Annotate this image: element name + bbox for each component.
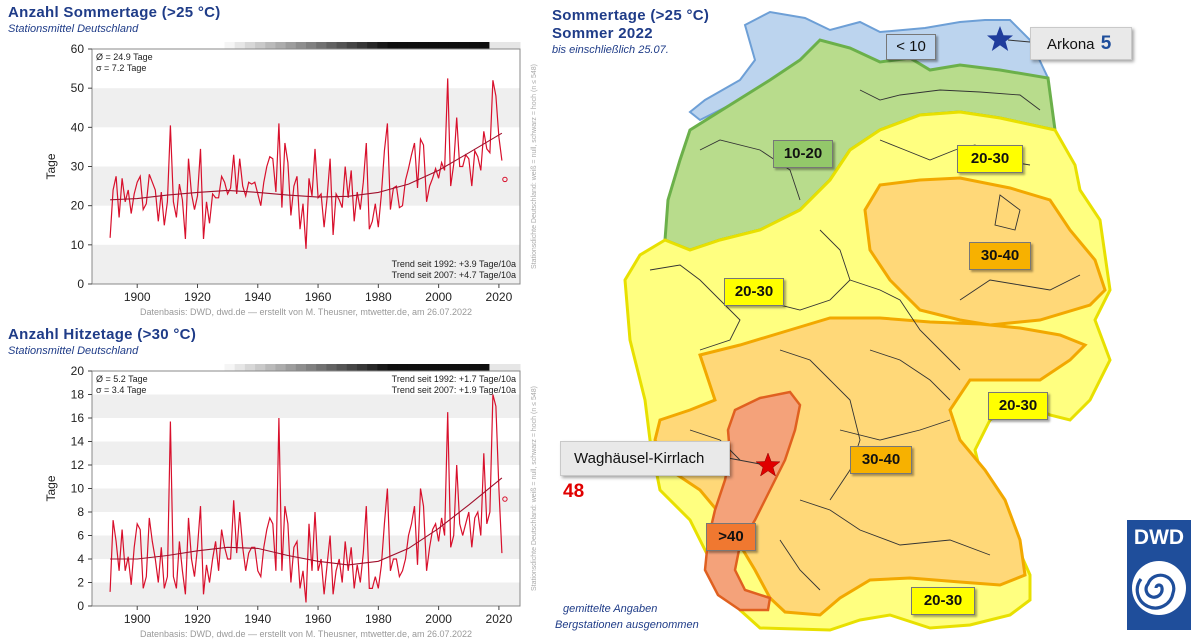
y-tick-label: 10 (71, 482, 85, 496)
trend-text: Trend seit 1992: +3.9 Tage/10a (392, 259, 516, 269)
x-tick-label: 2000 (425, 290, 452, 304)
stats-text: Ø = 5.2 Tage (96, 374, 148, 384)
current-year-marker (502, 496, 508, 502)
grid-band (92, 488, 520, 512)
y-tick-label: 12 (71, 458, 85, 472)
zone-label-30-40-south: 30-40 (850, 446, 912, 474)
zone-label-30-40-east: 30-40 (969, 242, 1031, 270)
y-tick-label: 20 (71, 364, 85, 378)
station-value-arkona: 5 (1100, 33, 1112, 54)
y-tick-label: 4 (77, 552, 84, 566)
grid-band (92, 244, 520, 284)
y-tick-label: 50 (71, 81, 85, 95)
map-title2: Sommer 2022 (552, 25, 653, 42)
zone-label-20-30-south: 20-30 (911, 587, 975, 615)
grid-band (92, 441, 520, 465)
y-tick-label: 0 (77, 599, 84, 613)
arkona-star-icon (987, 26, 1013, 51)
chart2-subtitle: Stationsmittel Deutschland (8, 345, 139, 357)
station-value-waghaeusel: 48 (563, 481, 585, 502)
stats-text: σ = 3.4 Tage (96, 385, 146, 395)
y-tick-label: 60 (71, 42, 85, 56)
grid-band (92, 166, 520, 206)
y-tick-label: 14 (71, 435, 85, 449)
series-trend-curve (110, 477, 503, 566)
chart-sommertage: 0 10 20 30 40 50 60 1900 1920 1940 1960 1980 2000 202… (44, 42, 538, 317)
x-tick-label: 1920 (184, 612, 211, 626)
x-tick-label: 1920 (184, 290, 211, 304)
y-tick-label: 6 (77, 529, 84, 543)
x-tick-label: 2020 (486, 612, 513, 626)
y-tick-label: 0 (77, 277, 84, 291)
y-tick-label: 20 (71, 199, 85, 213)
map-footnote-1: gemittelte Angaben (563, 603, 658, 615)
y-tick-label: 18 (71, 388, 85, 402)
station-density-strip (92, 42, 521, 49)
y-axis-label: Tage (44, 475, 58, 501)
zone-label-20-30-north: 20-30 (957, 145, 1023, 173)
x-tick-label: 2020 (486, 290, 513, 304)
y-tick-label: 30 (71, 160, 85, 174)
map-footnote-2: Bergstationen ausgenommen (555, 619, 699, 631)
grid-band (92, 535, 520, 559)
x-tick-label: 2000 (425, 612, 452, 626)
station-callout-arkona: Arkona 5 (1030, 27, 1132, 60)
map-subtitle: bis einschließlich 25.07. (552, 44, 669, 56)
y-tick-label: 10 (71, 238, 85, 252)
stats-text: Ø = 24.9 Tage (96, 52, 153, 62)
station-callout-waghaeusel: Waghäusel-Kirrlach 48 (560, 441, 730, 502)
x-tick-label: 1980 (365, 290, 392, 304)
x-tick-label: 1960 (305, 612, 332, 626)
map-title: Sommertage (>25 °C) (552, 7, 710, 24)
zone-label-10-20: 10-20 (773, 140, 833, 168)
x-tick-label: 1980 (365, 612, 392, 626)
series-trend-curve (110, 132, 503, 201)
trend-text: Trend seit 2007: +4.7 Tage/10a (392, 270, 516, 280)
chart-hitzetage: 0 2 4 6 8 10 12 14 16 18 20 1900 1920 1940 1960 1980 200… (44, 364, 538, 639)
zone-label-20-30-west: 20-30 (724, 278, 784, 306)
y-tick-label: 8 (77, 505, 84, 519)
x-tick-label: 1960 (305, 290, 332, 304)
x-tick-label: 1900 (124, 290, 151, 304)
chart1-subtitle: Stationsmittel Deutschland (8, 23, 139, 35)
trend-text: Trend seit 2007: +1.9 Tage/10a (392, 385, 516, 395)
zone-label-gt40: >40 (706, 523, 756, 551)
x-tick-label: 1940 (244, 612, 271, 626)
station-density-strip (92, 364, 521, 371)
x-tick-label: 1900 (124, 612, 151, 626)
dwd-logo-text: DWD (1133, 526, 1185, 549)
source-text: Datenbasis: DWD, dwd.de — erstellt von M… (140, 307, 472, 317)
dwd-spiral-icon (1132, 561, 1186, 615)
station-density-note: Stationsdichte Deutschland: weiß = null,… (531, 386, 538, 591)
source-text: Datenbasis: DWD, dwd.de — erstellt von M… (140, 629, 472, 639)
zone-label-20-30-east: 20-30 (988, 392, 1048, 420)
station-density-note: Stationsdichte Deutschland: weiß = null,… (531, 64, 538, 269)
y-tick-label: 16 (71, 411, 85, 425)
dwd-logo: DWD (1127, 520, 1191, 630)
grid-band (92, 394, 520, 418)
zone-label-lt10: < 10 (886, 34, 936, 60)
x-tick-label: 1940 (244, 290, 271, 304)
y-tick-label: 40 (71, 120, 85, 134)
trend-text: Trend seit 1992: +1.7 Tage/10a (392, 374, 516, 384)
station-name-arkona: Arkona (1047, 36, 1095, 53)
current-year-marker (502, 176, 508, 183)
y-axis-label: Tage (44, 153, 58, 179)
chart2-title: Anzahl Hitzetage (>30 °C) (8, 326, 197, 343)
zone-gt40-area (703, 390, 802, 612)
stats-text: σ = 7.2 Tage (96, 63, 146, 73)
chart1-title: Anzahl Sommertage (>25 °C) (8, 4, 221, 21)
station-name-waghaeusel: Waghäusel-Kirrlach (574, 450, 705, 467)
waghaeusel-star-icon (755, 452, 781, 477)
y-tick-label: 2 (77, 576, 84, 590)
